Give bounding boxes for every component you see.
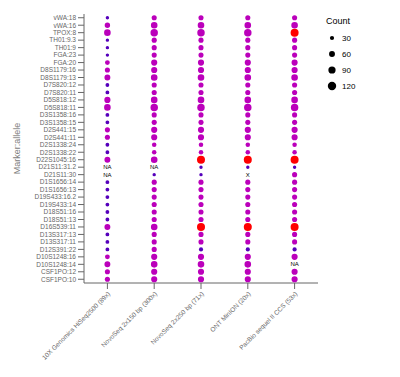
svg-text:NA: NA — [290, 261, 298, 267]
svg-text:NA: NA — [103, 164, 111, 170]
svg-text:D1S1656:13: D1S1656:13 — [40, 186, 77, 193]
svg-text:D13S317:11: D13S317:11 — [40, 238, 76, 245]
svg-text:D2S441:15: D2S441:15 — [43, 126, 76, 133]
html-text:60: 60 — [342, 49, 351, 59]
svg-text:D22S1045:16: D22S1045:16 — [36, 156, 76, 163]
svg-text:D13S317:13: D13S317:13 — [40, 231, 77, 238]
svg-text:D21S11:30: D21S11:30 — [44, 171, 76, 178]
svg-text:ONT MinION (20x): ONT MinION (20x) — [209, 290, 253, 334]
svg-text:TH01:9: TH01:9 — [55, 44, 77, 51]
svg-text:Marker:allele: Marker:allele — [12, 123, 22, 175]
svg-text:D19S433:16.2: D19S433:16.2 — [34, 193, 76, 200]
svg-text:D2S1338:22: D2S1338:22 — [40, 149, 77, 156]
svg-text:D16S539:11: D16S539:11 — [40, 223, 76, 230]
svg-text:CSF1PO:12: CSF1PO:12 — [41, 268, 76, 275]
svg-text:CSF1PO:10: CSF1PO:10 — [41, 276, 76, 283]
svg-text:D12S391:22: D12S391:22 — [40, 246, 77, 253]
svg-text:D2S441:11: D2S441:11 — [44, 134, 76, 141]
svg-text:NA: NA — [103, 172, 111, 178]
svg-text:X: X — [246, 172, 250, 178]
svg-text:D3S1358:15: D3S1358:15 — [40, 119, 77, 126]
html-text:90: 90 — [342, 65, 351, 75]
html-text:120: 120 — [342, 81, 356, 91]
svg-text:D19S433:14: D19S433:14 — [40, 201, 77, 208]
svg-text:D5S818:12: D5S818:12 — [43, 96, 76, 103]
html-text:30: 30 — [342, 33, 351, 43]
svg-text:vWA:16: vWA:16 — [53, 22, 76, 29]
svg-text:D10S1248:16: D10S1248:16 — [36, 253, 76, 260]
svg-text:FGA:20: FGA:20 — [54, 59, 77, 66]
svg-text:FGA:23: FGA:23 — [54, 51, 77, 58]
svg-text:D1S1656:14: D1S1656:14 — [40, 178, 77, 185]
svg-text:NovoSeq 2x150 bp (300x): NovoSeq 2x150 bp (300x) — [99, 290, 159, 349]
html-text:Count: Count — [326, 16, 350, 26]
svg-text:D8S1179:13: D8S1179:13 — [40, 74, 76, 81]
svg-text:D21S11:31.2: D21S11:31.2 — [39, 163, 77, 170]
svg-text:TH01:9.3: TH01:9.3 — [49, 36, 76, 43]
svg-text:D8S1179:16: D8S1179:16 — [40, 66, 76, 73]
svg-text:NovoSeq 2x250 bp (71x): NovoSeq 2x250 bp (71x) — [149, 290, 206, 347]
svg-text:NA: NA — [150, 164, 158, 170]
svg-text:D7S820:11: D7S820:11 — [44, 89, 76, 96]
svg-text:D10S1248:14: D10S1248:14 — [36, 261, 76, 268]
svg-text:D18S51:16: D18S51:16 — [43, 208, 76, 215]
svg-text:D2S1338:24: D2S1338:24 — [40, 141, 77, 148]
svg-text:vWA:18: vWA:18 — [53, 14, 76, 21]
svg-text:D18S51:13: D18S51:13 — [43, 216, 76, 223]
svg-text:D5S818:11: D5S818:11 — [44, 104, 76, 111]
svg-text:D7S820:12: D7S820:12 — [43, 81, 76, 88]
svg-text:TPOX:8: TPOX:8 — [53, 29, 77, 36]
svg-text:PacBio sequel II CCS (53x): PacBio sequel II CCS (53x) — [238, 290, 300, 352]
svg-text:D3S1358:16: D3S1358:16 — [40, 111, 77, 118]
svg-text:10X Genomics HiSeq2500 (89x): 10X Genomics HiSeq2500 (89x) — [41, 290, 113, 362]
